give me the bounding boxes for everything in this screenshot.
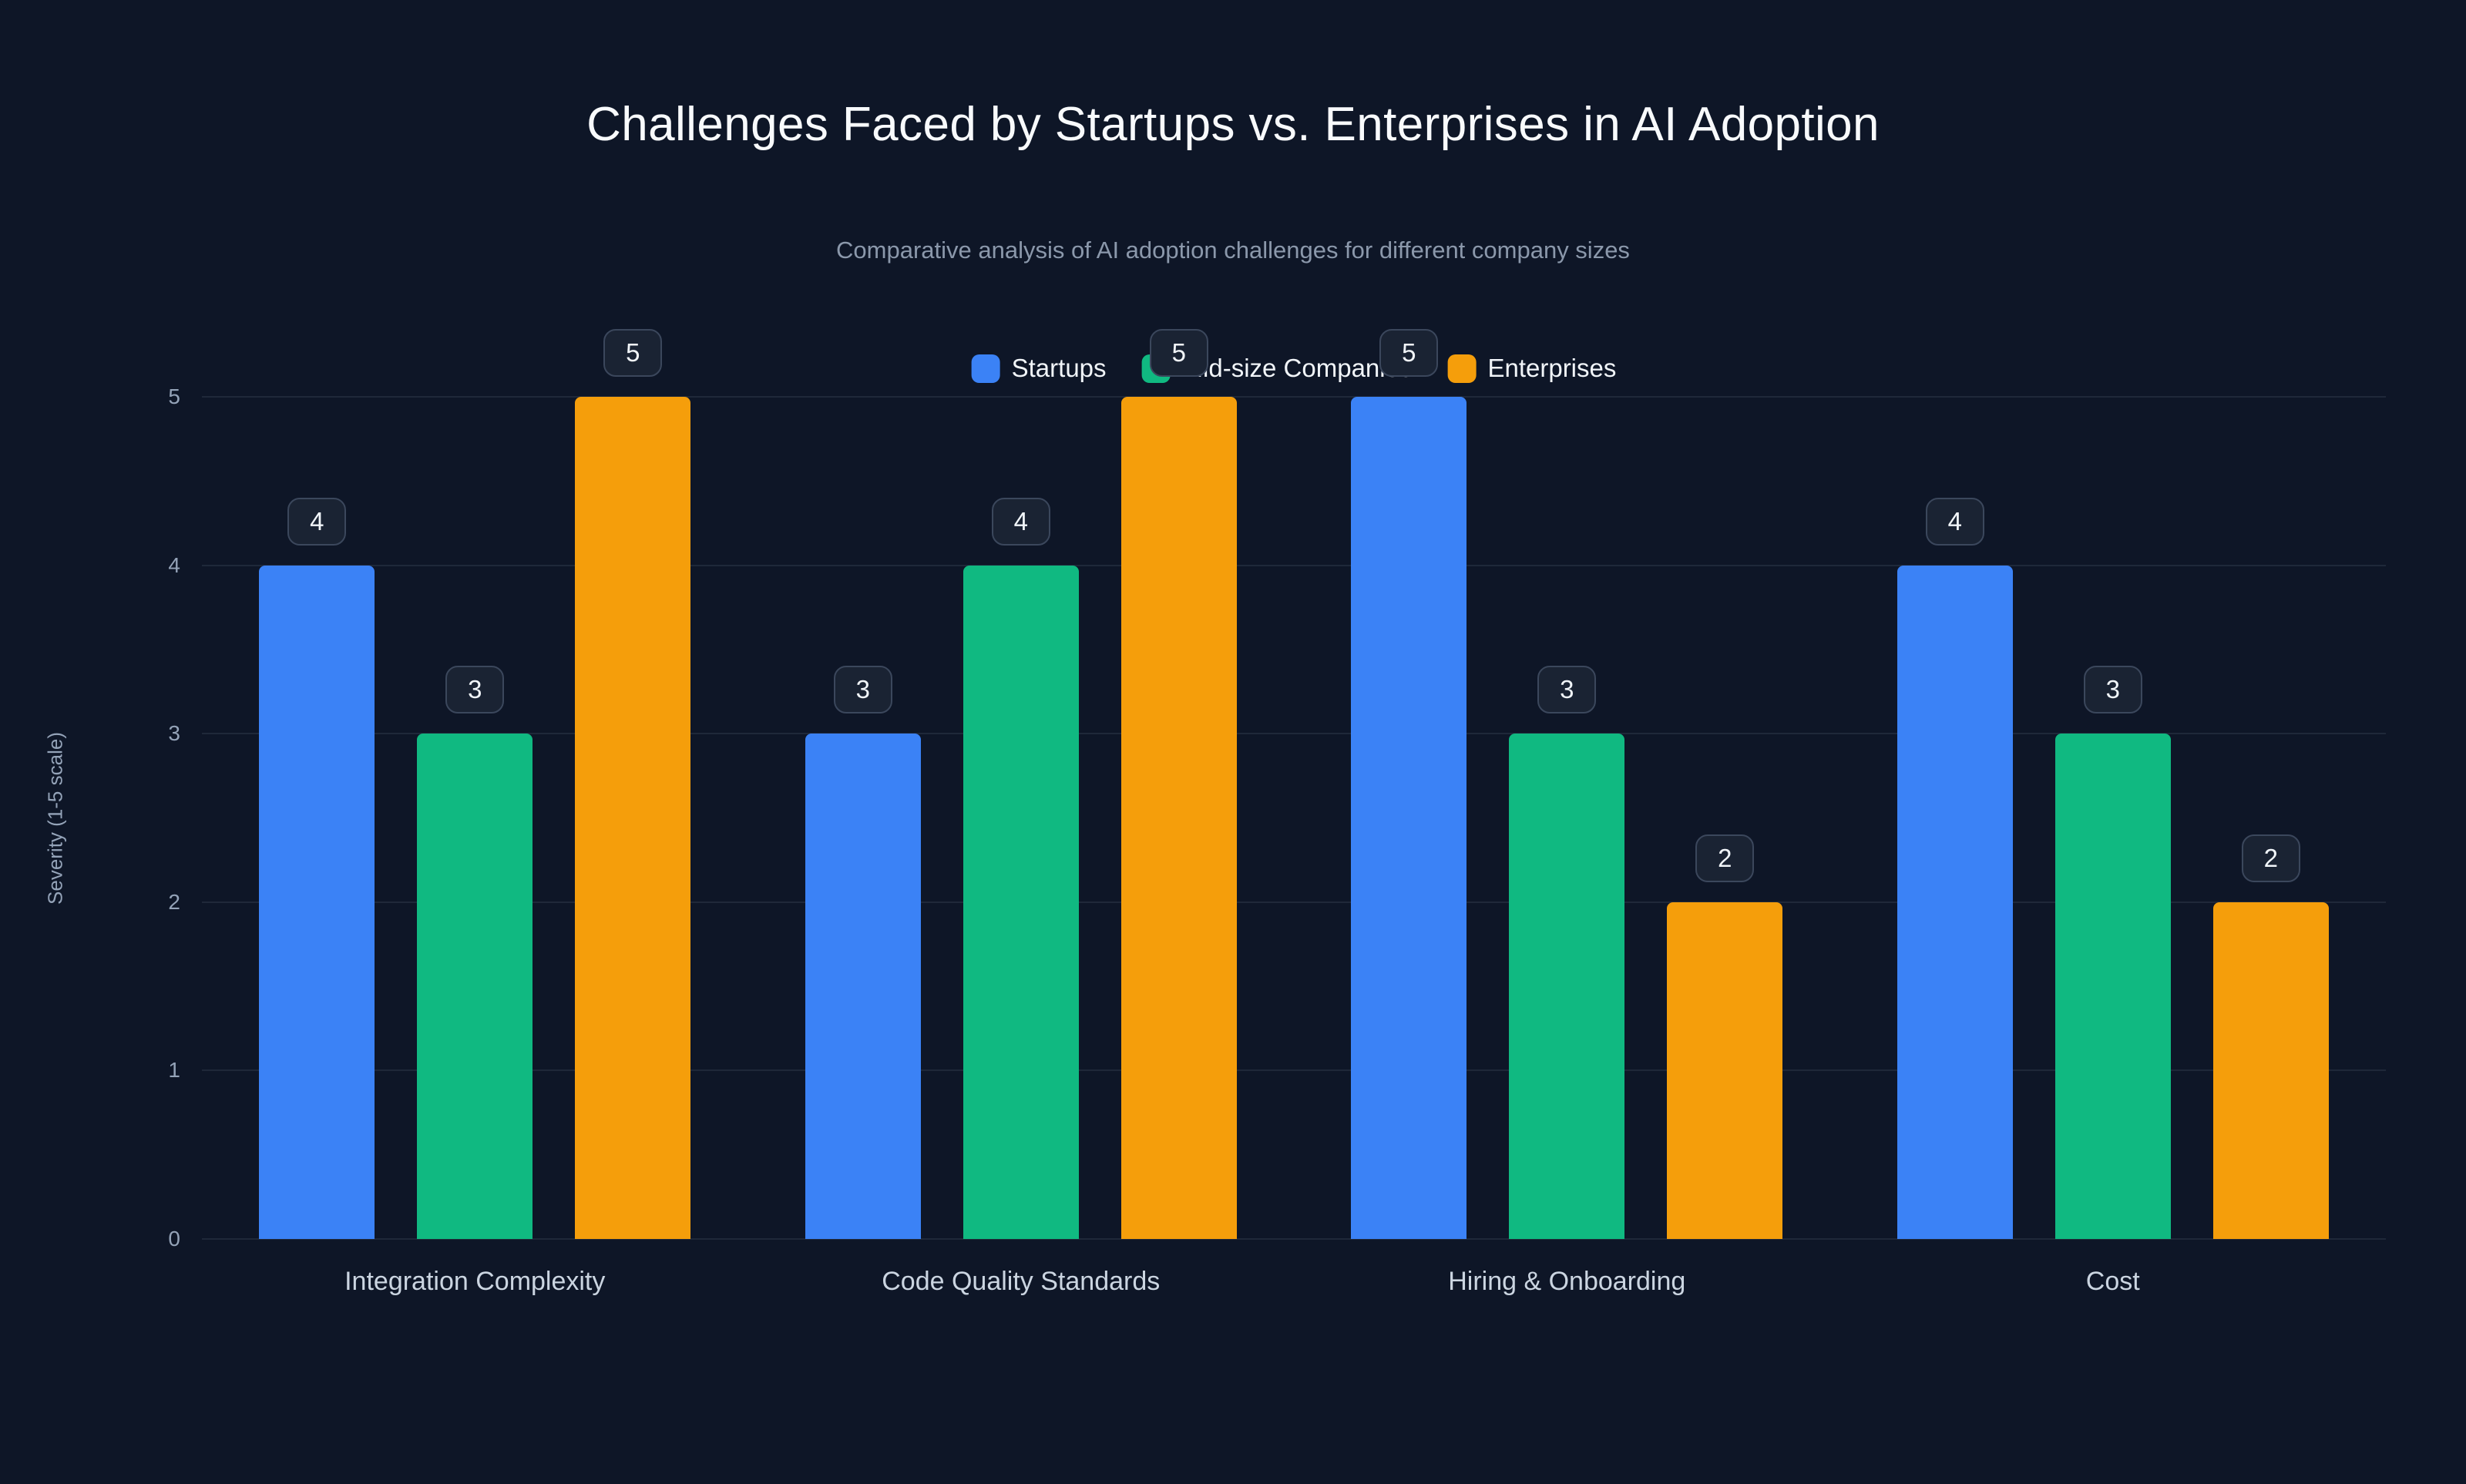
bar-mid-size-companies: [2054, 734, 2171, 1239]
gridline: [202, 901, 2386, 903]
value-label: 4: [1925, 497, 1984, 546]
x-category-label: Integration Complexity: [344, 1267, 606, 1296]
bar-cell: 2: [1667, 397, 1783, 1239]
bar-cell: 5: [1120, 329, 1237, 1239]
bar-cell: 3: [417, 397, 533, 1239]
chart-title: Challenges Faced by Startups vs. Enterpr…: [586, 98, 1880, 151]
gridline: [202, 564, 2386, 566]
y-tick-label: 1: [168, 1058, 180, 1083]
bar-cell: 4: [1897, 397, 2013, 1239]
bar-cell: 5: [575, 329, 691, 1239]
bar-enterprises: [2212, 901, 2329, 1239]
value-label: 3: [445, 666, 505, 714]
legend-swatch: [971, 354, 1000, 383]
bar-cell: 5: [1351, 329, 1467, 1239]
value-label: 2: [2241, 834, 2300, 882]
chart-area: Severity (1-5 scale) Startups Mid-size Co…: [44, 329, 2386, 1296]
bar-cell: 3: [805, 397, 921, 1239]
value-label: 2: [1695, 834, 1755, 882]
y-tick-label: 2: [168, 889, 180, 914]
y-tick-label: 3: [168, 721, 180, 746]
bar-enterprises: [575, 397, 691, 1239]
y-tick-label: 0: [168, 1227, 180, 1251]
plot-area: 4 3 5 Integration Complexity 3 4 5 Code Quality…: [202, 329, 2386, 1296]
bar-startups: [1897, 565, 2013, 1239]
value-label: 3: [2083, 666, 2142, 714]
bar-enterprises: [1120, 397, 1237, 1239]
gridline: [202, 733, 2386, 735]
bar-cell: 3: [1509, 397, 1625, 1239]
value-label: 4: [287, 497, 347, 546]
bar-cell: 3: [2054, 397, 2171, 1239]
value-label: 5: [603, 329, 663, 377]
bar-startups: [805, 734, 921, 1239]
bar-group: 4 3 5 Integration Complexity: [259, 329, 691, 1296]
value-label: 5: [1149, 329, 1208, 377]
bar-enterprises: [1667, 901, 1783, 1239]
bar-startups: [1351, 397, 1467, 1239]
value-label: 3: [1537, 666, 1597, 714]
bar-group: 4 3 2 Cost: [1897, 397, 2329, 1296]
y-axis-title: Severity (1-5 scale): [43, 731, 67, 905]
x-category-label: Code Quality Standards: [882, 1267, 1161, 1296]
legend: Startups Mid-size Companies Enterprises: [971, 354, 1616, 383]
y-tick-label: 4: [168, 552, 180, 577]
chart-subtitle: Comparative analysis of AI adoption chal…: [836, 237, 1630, 264]
bar-mid-size-companies: [417, 734, 533, 1239]
x-category-label: Cost: [2085, 1267, 2140, 1296]
legend-label: Mid-size Companies: [1181, 354, 1413, 382]
bar-cell: 4: [963, 397, 1079, 1239]
gridline: [202, 1069, 2386, 1072]
legend-item-startups[interactable]: Startups: [971, 354, 1107, 383]
bar-group: 3 4 5 Code Quality Standards: [805, 329, 1237, 1296]
value-label: 5: [1379, 329, 1439, 377]
value-label: 3: [833, 666, 892, 714]
x-category-label: Hiring & Onboarding: [1448, 1267, 1686, 1296]
legend-label: Startups: [1011, 354, 1107, 382]
bar-group: 5 3 2 Hiring & Onboarding: [1351, 329, 1783, 1296]
value-label: 4: [991, 497, 1050, 546]
legend-item-enterprises[interactable]: Enterprises: [1447, 354, 1616, 383]
legend-label: Enterprises: [1487, 354, 1617, 382]
bar-mid-size-companies: [963, 565, 1079, 1239]
bar-cell: 2: [2212, 397, 2329, 1239]
legend-item-mid-size-companies[interactable]: Mid-size Companies: [1141, 354, 1413, 383]
bar-mid-size-companies: [1509, 734, 1625, 1239]
gridline: [202, 396, 2386, 398]
bar-startups: [259, 565, 375, 1239]
bar-cell: 4: [259, 397, 375, 1239]
y-tick-label: 5: [168, 384, 180, 408]
legend-swatch: [1447, 354, 1477, 383]
gridline: [202, 1238, 2386, 1240]
